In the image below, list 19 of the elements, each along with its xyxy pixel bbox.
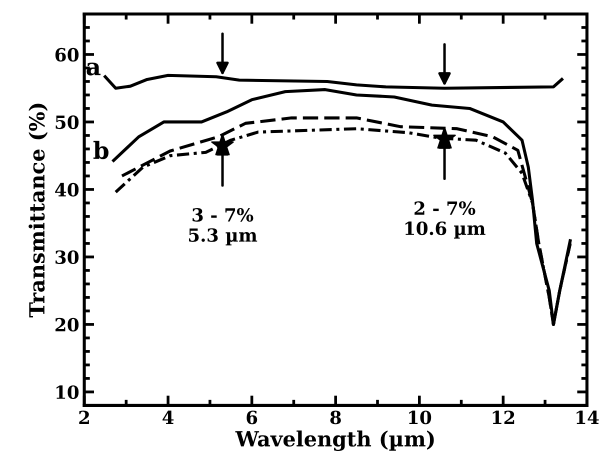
y-tick-label: 10	[56, 385, 79, 400]
y-tick-label: 40	[55, 182, 79, 197]
x-tick-label: 14	[576, 410, 599, 424]
y-axis-title: Transmittance (%)	[28, 104, 48, 318]
y-tick-label: 30	[56, 250, 79, 264]
x-tick-label: 2	[79, 410, 89, 424]
y-tick-label: 60	[55, 48, 79, 62]
series-label: b	[93, 140, 108, 160]
y-tick-label: 50	[56, 115, 79, 130]
series-label: a	[86, 62, 100, 76]
x-tick-label: 6	[246, 410, 258, 424]
x-axis-title: Wavelength (µm)	[235, 430, 434, 451]
x-tick-label: 8	[330, 410, 341, 424]
x-tick-label: 4	[162, 410, 174, 424]
annotation: 3 - 7% 5.3 µm	[188, 208, 258, 246]
y-tick-label: 20	[56, 318, 79, 332]
x-tick-label: 10	[409, 410, 432, 424]
x-tick-label: 12	[492, 410, 514, 424]
annotation: 2 - 7% 10.6 µm	[405, 201, 486, 239]
